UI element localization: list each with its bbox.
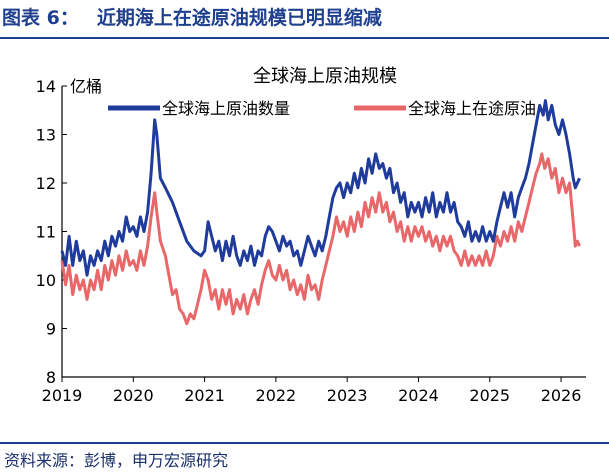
x-tick-label: 2021 bbox=[184, 386, 225, 405]
y-tick-label: 12 bbox=[36, 174, 56, 193]
y-tick-label: 9 bbox=[46, 320, 56, 339]
figure-title: 近期海上在途原油规模已明显缩减 bbox=[96, 7, 382, 29]
axes: 8 9 10 11 12 13 14 2019 2020 2021 2022 2023 2024 2025… bbox=[36, 77, 586, 405]
chart: 全球海上原油规模 亿桶 全球海上原油数量 全球海上在途原油 8 9 10 11 12 13… bbox=[36, 66, 586, 405]
x-tick-label: 2026 bbox=[541, 386, 582, 405]
y-tick-label: 10 bbox=[36, 271, 56, 290]
legend-label-series-1: 全球海上原油数量 bbox=[162, 99, 290, 118]
bottom-divider bbox=[0, 442, 609, 444]
legend-label-series-2: 全球海上在途原油 bbox=[408, 99, 536, 118]
x-tick-label: 2023 bbox=[327, 386, 368, 405]
chart-title: 全球海上原油规模 bbox=[253, 66, 397, 87]
x-tick-label: 2019 bbox=[42, 386, 83, 405]
y-tick-label: 13 bbox=[36, 126, 56, 145]
y-tick-label: 14 bbox=[36, 77, 56, 96]
y-tick-label: 11 bbox=[36, 223, 56, 242]
series-line-2 bbox=[60, 152, 581, 326]
figure-title-bar: 图表 6： 近期海上在途原油规模已明显缩减 bbox=[2, 4, 607, 34]
top-divider bbox=[0, 37, 609, 39]
legend: 全球海上原油数量 全球海上在途原油 bbox=[108, 99, 536, 118]
figure-label: 图表 6： bbox=[2, 7, 79, 29]
source-note: 资料来源：彭博，申万宏源研究 bbox=[4, 451, 229, 470]
series-lines bbox=[60, 99, 581, 326]
x-tick-label: 2022 bbox=[256, 386, 297, 405]
series-line-1 bbox=[60, 99, 581, 277]
x-tick-label: 2020 bbox=[113, 386, 154, 405]
x-tick-label: 2024 bbox=[398, 386, 439, 405]
x-tick-label: 2025 bbox=[469, 386, 510, 405]
y-tick-label: 8 bbox=[46, 368, 56, 387]
y-axis-unit-label: 亿桶 bbox=[70, 77, 102, 96]
